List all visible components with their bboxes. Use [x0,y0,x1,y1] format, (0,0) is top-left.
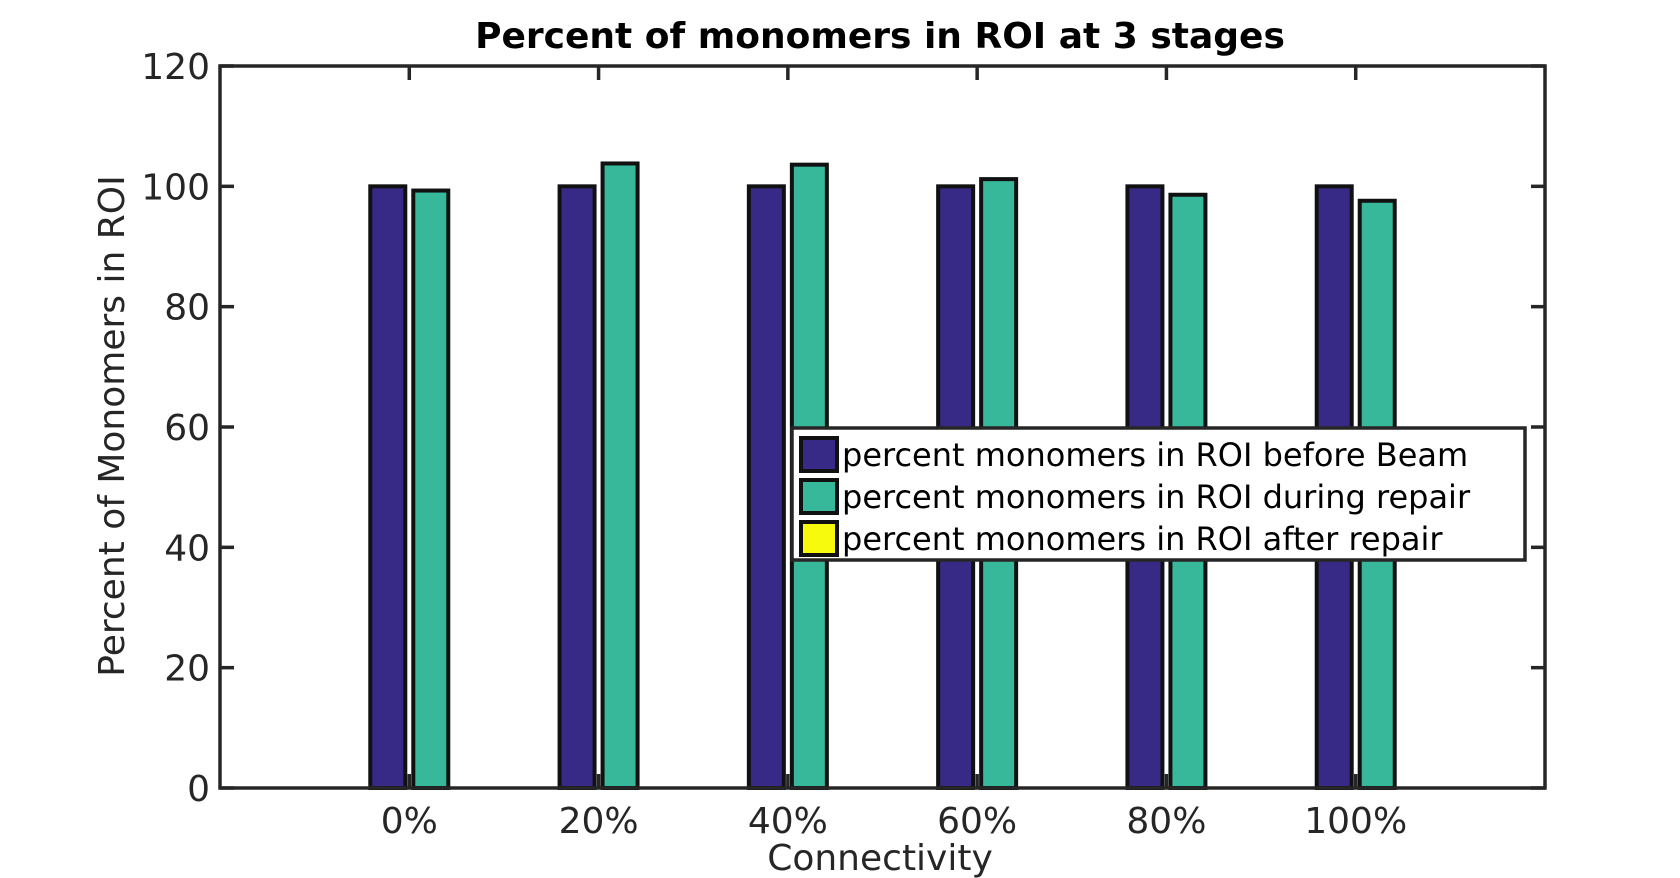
x-tick-label: 60% [937,801,1017,842]
x-tick-label: 20% [559,801,639,842]
bar-1-0 [368,184,408,791]
bar-1-1 [557,184,597,791]
legend: percent monomers in ROI before Beam perce… [790,426,1527,562]
y-tick-label: 20 [164,649,210,690]
plot-area: 0 20 40 60 80 100 120 0% 20% 40% 60% 80% 100% [141,47,1547,842]
legend-swatch-3 [799,520,839,557]
x-tick-label: 80% [1126,801,1206,842]
legend-swatch-2 [799,478,839,515]
x-axis-label: Connectivity [767,838,993,878]
y-tick-label: 60 [164,408,210,449]
y-tick-label: 0 [187,769,210,810]
y-tick-label: 120 [141,47,210,88]
legend-label-3: percent monomers in ROI after repair [842,520,1443,558]
y-tick-label: 40 [164,528,210,569]
chart-title: Percent of monomers in ROI at 3 stages [475,16,1285,57]
legend-label-1: percent monomers in ROI before Beam [842,436,1468,474]
bar-2-0 [411,188,451,791]
bar-1-2 [746,184,786,791]
legend-swatch-1 [799,436,839,473]
y-axis-label: Percent of Monomers in ROI [92,175,133,676]
bar-2-1 [600,161,640,791]
y-tick-label: 100 [141,167,210,208]
x-tick-label: 40% [748,801,828,842]
x-tick-label: 0% [381,801,438,842]
legend-label-2: percent monomers in ROI during repair [842,478,1471,516]
legend-box [790,426,1527,562]
y-tick-label: 80 [164,288,210,329]
x-tick-label: 100% [1304,801,1407,842]
